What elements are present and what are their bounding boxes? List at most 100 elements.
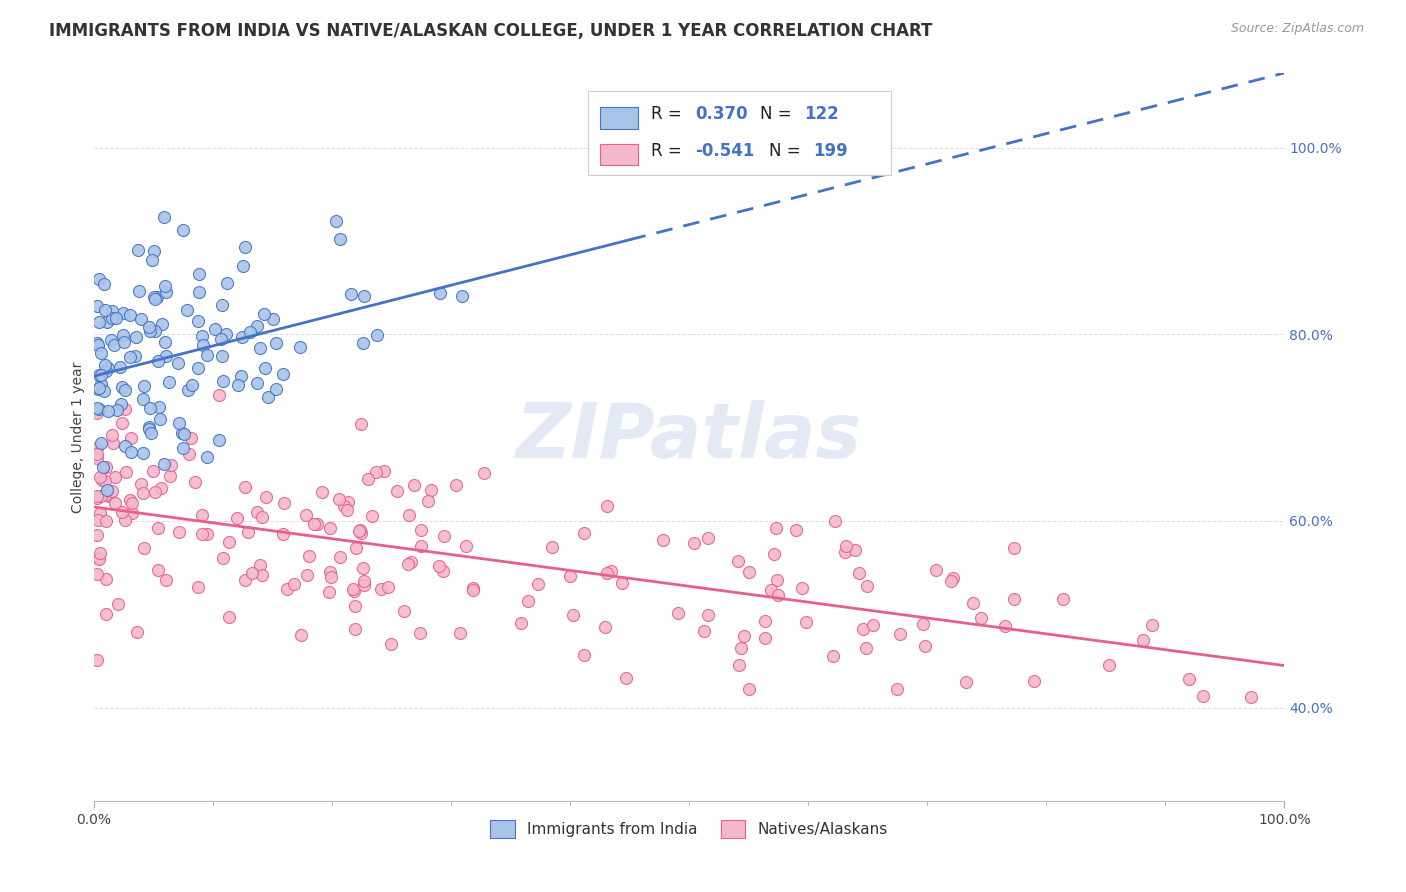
Point	[352, 335, 374, 350]
Point	[212, 374, 235, 388]
Point	[862, 617, 884, 632]
Point	[696, 531, 718, 545]
Point	[87, 513, 110, 527]
Point	[231, 329, 253, 343]
Point	[187, 360, 209, 375]
Point	[682, 536, 704, 550]
Point	[167, 356, 190, 370]
Point	[143, 324, 166, 338]
Point	[366, 328, 388, 343]
Point	[1098, 657, 1121, 672]
Point	[127, 625, 149, 640]
Point	[353, 574, 375, 588]
Point	[283, 576, 305, 591]
Point	[319, 521, 342, 535]
Point	[834, 545, 856, 559]
Point	[104, 469, 127, 483]
Point	[596, 499, 619, 513]
Point	[101, 428, 124, 442]
Point	[114, 383, 136, 397]
Point	[824, 514, 846, 528]
Point	[276, 582, 298, 596]
Point	[790, 582, 813, 596]
Point	[97, 361, 120, 376]
Text: Source: ZipAtlas.com: Source: ZipAtlas.com	[1230, 22, 1364, 36]
Point	[319, 570, 342, 584]
Point	[353, 578, 375, 592]
Point	[129, 476, 152, 491]
Point	[218, 609, 240, 624]
Point	[148, 400, 170, 414]
Point	[212, 551, 235, 566]
Point	[159, 375, 181, 389]
Point	[143, 484, 166, 499]
Point	[666, 606, 689, 620]
Point	[451, 289, 474, 303]
Point	[184, 475, 207, 489]
Point	[110, 505, 132, 519]
Point	[141, 252, 163, 267]
Point	[94, 364, 117, 378]
Point	[160, 458, 183, 472]
Point	[146, 563, 169, 577]
Point	[361, 508, 384, 523]
Point	[759, 583, 782, 598]
Legend: Immigrants from India, Natives/Alaskans: Immigrants from India, Natives/Alaskans	[484, 814, 894, 844]
Point	[150, 481, 173, 495]
Point	[145, 290, 167, 304]
Point	[614, 671, 637, 685]
Point	[262, 311, 284, 326]
Point	[380, 636, 402, 650]
Point	[167, 525, 190, 540]
Point	[89, 470, 111, 484]
Point	[844, 543, 866, 558]
Point	[273, 496, 295, 510]
Point	[121, 496, 143, 510]
Point	[246, 505, 269, 519]
Point	[271, 526, 294, 541]
Text: 199: 199	[813, 142, 848, 160]
Point	[155, 285, 177, 299]
Point	[132, 379, 155, 393]
Point	[373, 464, 395, 478]
Point	[1024, 674, 1046, 689]
Point	[336, 503, 359, 517]
Point	[204, 322, 226, 336]
Point	[738, 682, 761, 697]
Point	[86, 528, 108, 542]
Point	[170, 425, 193, 440]
Point	[93, 277, 115, 291]
Point	[121, 506, 143, 520]
Point	[155, 350, 177, 364]
Point	[246, 376, 269, 390]
Point	[1052, 591, 1074, 606]
Point	[191, 508, 214, 522]
Point	[87, 551, 110, 566]
Point	[98, 489, 121, 503]
Point	[329, 232, 352, 246]
Point	[89, 402, 111, 417]
Point	[94, 303, 117, 318]
Point	[352, 561, 374, 575]
Point	[264, 382, 287, 396]
Point	[105, 311, 128, 326]
Point	[796, 615, 818, 629]
Point	[180, 431, 202, 445]
FancyBboxPatch shape	[599, 144, 638, 165]
Point	[101, 311, 124, 326]
Point	[96, 315, 118, 329]
Point	[191, 526, 214, 541]
Point	[233, 240, 256, 254]
Point	[328, 549, 350, 564]
Point	[208, 434, 231, 448]
Text: R =: R =	[651, 105, 688, 123]
Point	[155, 574, 177, 588]
Point	[86, 335, 108, 350]
Point	[357, 472, 380, 486]
Point	[914, 640, 936, 654]
Point	[87, 272, 110, 286]
Point	[889, 627, 911, 641]
Point	[148, 354, 170, 368]
Point	[131, 392, 153, 406]
Point	[1140, 617, 1163, 632]
